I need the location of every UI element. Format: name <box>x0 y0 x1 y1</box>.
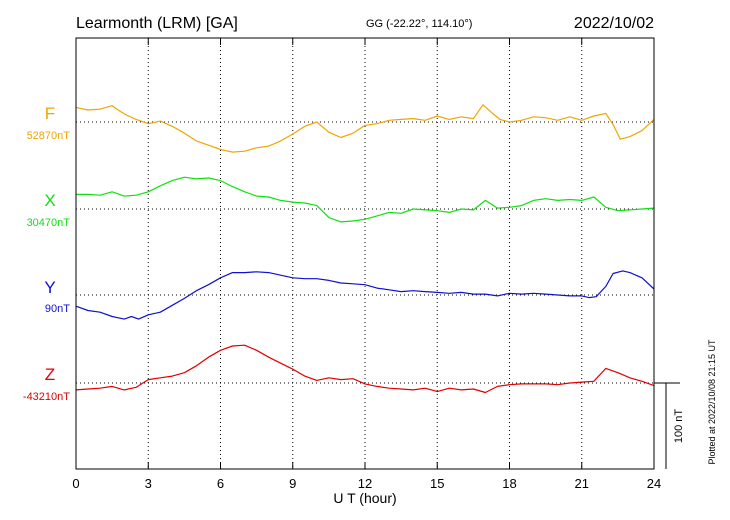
scale-bar: 100 nT <box>654 382 685 469</box>
series-baseline-x: 30470nT <box>27 217 71 229</box>
x-tick-label: 15 <box>430 476 444 491</box>
x-tick-label: 6 <box>217 476 224 491</box>
chart-title: Learmonth (LRM) [GA] <box>76 15 238 32</box>
series-baseline-f: 52870nT <box>27 130 71 142</box>
grid <box>76 38 654 469</box>
series-name-f: F <box>45 104 55 123</box>
plotted-note: Plotted at 2022/10/08 21:15 UT <box>707 339 717 465</box>
series-baseline-y: 90nT <box>45 303 70 315</box>
series-labels: F 52870nT X 30470nT Y 90nT Z -43210nT <box>23 104 70 403</box>
x-tick-label: 3 <box>145 476 152 491</box>
series-name-y: Y <box>44 278 55 297</box>
series-name-x: X <box>44 191 55 210</box>
x-axis-ticks: 0 3 6 9 12 15 18 21 24 <box>72 38 661 491</box>
series-name-z: Z <box>45 365 55 384</box>
series-line-z <box>75 344 655 394</box>
x-tick-label: 0 <box>72 476 79 491</box>
chart-date: 2022/10/02 <box>574 15 654 32</box>
x-tick-label: 9 <box>289 476 296 491</box>
scale-bar-label: 100 nT <box>673 409 685 444</box>
series-lines <box>75 104 655 394</box>
series-baseline-z: -43210nT <box>23 391 70 403</box>
x-tick-label: 21 <box>575 476 589 491</box>
x-axis-label: U T (hour) <box>333 490 396 506</box>
series-line-x <box>76 176 655 223</box>
series-line-f <box>75 104 655 153</box>
station-coordinates: GG (-22.22°, 114.10°) <box>366 18 472 30</box>
x-tick-label: 24 <box>647 476 661 491</box>
series-line-y <box>75 270 655 320</box>
x-tick-label: 18 <box>502 476 516 491</box>
x-tick-label: 12 <box>358 476 372 491</box>
